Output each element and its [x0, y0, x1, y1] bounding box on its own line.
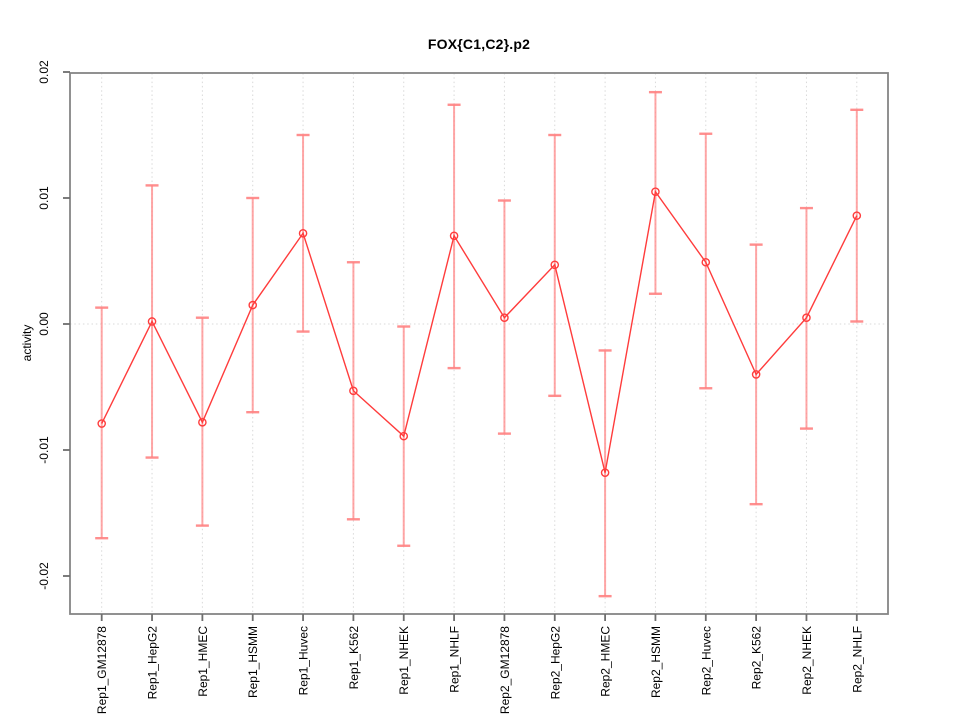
plot-border	[69, 72, 889, 615]
y-tick-label: 0.00	[37, 312, 51, 336]
data-point	[298, 228, 308, 238]
data-point	[651, 187, 660, 196]
x-tick-label: Rep2_NHLF	[850, 626, 864, 693]
x-tick-label: Rep2_HMEC	[599, 626, 613, 697]
data-point	[852, 211, 862, 220]
x-tick-label: Rep2_HepG2	[548, 626, 562, 700]
chart-title: FOX{C1,C2}.p2	[427, 36, 531, 52]
series-line	[101, 189, 858, 473]
data-point	[600, 468, 610, 477]
data-point	[248, 300, 258, 310]
data-point	[97, 419, 106, 428]
data-point	[550, 260, 560, 270]
x-tick-label: Rep1_K562	[347, 626, 361, 690]
data-point	[147, 317, 157, 326]
data-point	[751, 370, 761, 379]
x-tick-label: Rep2_GM12878	[498, 626, 512, 714]
data-point	[449, 231, 459, 241]
data-point	[349, 386, 358, 396]
y-tick-label: 0.02	[37, 60, 51, 84]
x-tick-label: Rep1_HSMM	[246, 626, 260, 698]
y-tick-label: -0.01	[37, 436, 51, 464]
x-tick-label: Rep1_NHEK	[397, 626, 411, 695]
x-tick-label: Rep2_Huvec	[699, 626, 713, 695]
x-tick-label: Rep2_K562	[750, 626, 764, 690]
data-point	[802, 313, 811, 323]
x-tick-label: Rep2_HSMM	[649, 626, 663, 698]
x-tick-label: Rep2_NHEK	[800, 626, 814, 695]
x-tick-label: Rep1_Huvec	[297, 626, 311, 695]
x-tick-label: Rep1_HMEC	[196, 626, 210, 697]
x-tick-label: Rep1_GM12878	[95, 626, 109, 714]
x-tick-label: Rep1_NHLF	[448, 626, 462, 693]
y-tick-label: -0.02	[37, 562, 51, 590]
x-tick-label: Rep1_HepG2	[146, 626, 160, 700]
data-point	[198, 417, 207, 427]
y-tick-label: 0.01	[37, 186, 51, 210]
data-point	[500, 313, 509, 323]
data-point	[399, 431, 409, 441]
data-point	[701, 257, 711, 267]
